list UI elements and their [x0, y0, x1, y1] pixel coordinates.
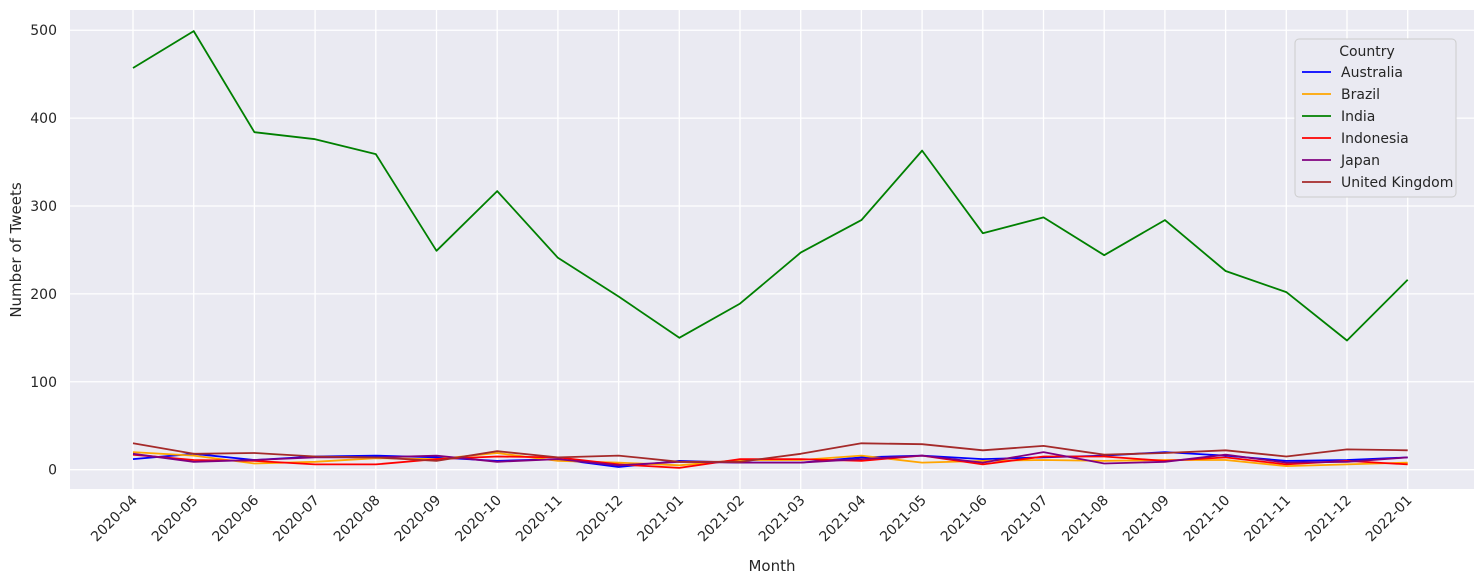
x-tick-label: 2021-08	[1059, 493, 1112, 546]
y-tick-label: 400	[30, 111, 57, 127]
legend-label-united-kingdom: United Kingdom	[1341, 175, 1453, 191]
legend-label-indonesia: Indonesia	[1341, 131, 1409, 147]
y-tick-label: 300	[30, 199, 57, 215]
x-axis-label: Month	[748, 557, 795, 575]
legend-label-australia: Australia	[1341, 65, 1403, 81]
x-tick-label: 2021-12	[1302, 493, 1355, 546]
x-tick-label: 2021-07	[999, 493, 1052, 546]
y-tick-labels: 0 100 200 300 400 500	[30, 23, 57, 478]
x-tick-label: 2020-12	[574, 493, 627, 546]
x-tick-label: 2020-05	[149, 493, 202, 546]
legend-label-india: India	[1341, 109, 1375, 125]
y-gridlines	[70, 29, 1474, 471]
x-tick-labels: 2020-04 2020-05 2020-06 2020-07 2020-08 2020-…	[88, 492, 1415, 545]
plot-background	[70, 10, 1474, 489]
x-tick-label: 2021-11	[1241, 493, 1294, 546]
x-tick-label: 2021-02	[695, 493, 748, 546]
x-tick-label: 2020-06	[210, 492, 263, 545]
x-gridlines	[132, 10, 1409, 489]
series-line-united-kingdom	[132, 442, 1408, 463]
legend-title: Country	[1339, 44, 1395, 60]
x-tick-label: 2020-07	[270, 493, 323, 546]
x-tick-label: 2021-10	[1181, 493, 1234, 546]
x-tick-label: 2021-03	[756, 493, 809, 546]
y-tick-label: 200	[30, 287, 57, 303]
y-tick-label: 100	[30, 375, 57, 391]
x-tick-label: 2020-09	[392, 493, 445, 546]
legend-label-brazil: Brazil	[1341, 87, 1380, 103]
x-tick-label: 2021-05	[877, 493, 930, 546]
y-tick-label: 500	[30, 23, 57, 39]
legend-box	[1294, 38, 1457, 198]
series-line-india	[132, 30, 1409, 342]
legend-label-japan: Japan	[1340, 153, 1380, 169]
x-tick-label: 2021-06	[938, 492, 991, 545]
x-tick-label: 2020-10	[452, 493, 505, 546]
x-tick-label: 2020-11	[513, 493, 566, 546]
legend: Country Australia Brazil India Indonesia Jap…	[1294, 38, 1457, 198]
x-tick-label: 2021-01	[634, 493, 687, 546]
x-tick-label: 2020-04	[88, 492, 141, 545]
y-axis-label: Number of Tweets	[7, 182, 25, 318]
x-tick-label: 2022-01	[1363, 493, 1416, 546]
x-tick-label: 2021-04	[817, 492, 870, 545]
y-tick-label: 0	[48, 463, 57, 479]
series-lines	[132, 30, 1409, 469]
x-tick-label: 2020-08	[331, 493, 384, 546]
x-tick-label: 2021-09	[1120, 493, 1173, 546]
